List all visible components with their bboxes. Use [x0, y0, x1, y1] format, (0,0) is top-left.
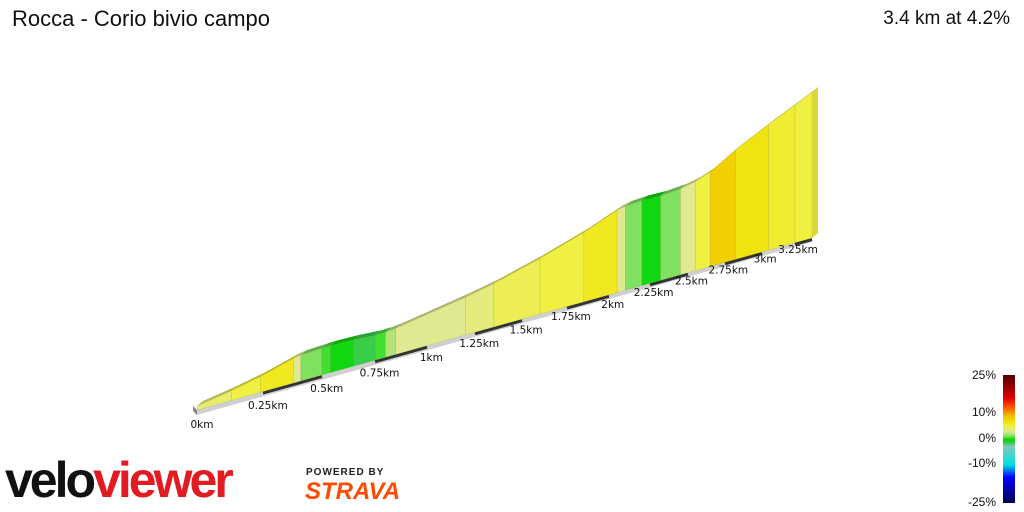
tick-label: 1.25km [459, 338, 499, 350]
legend-label-neg10: -10% [967, 456, 996, 470]
tick-label: 3.25km [778, 244, 818, 256]
base-tick-bar [374, 345, 428, 364]
tick-label: 1.5km [510, 324, 543, 336]
segment-top-face [660, 183, 687, 196]
logo-text-velo: velo [5, 452, 96, 508]
legend-label-min: -25% [967, 495, 996, 509]
segment-top-face [641, 190, 667, 201]
distance-ticks: 0km 0.25km 0.5km 0.75km 1km 1.25km 1.5km 1.75km… [191, 244, 818, 431]
gradient-legend-bar [1003, 375, 1015, 503]
segment-top-face [330, 334, 360, 346]
segment-top-face [197, 385, 238, 406]
chart-title: Rocca - Corio bivio campo [12, 6, 270, 31]
segment-top-face [795, 87, 818, 105]
tick-label: 0.75km [360, 367, 400, 379]
segment-top-face [465, 278, 500, 298]
tick-label: 2.5km [675, 276, 708, 288]
tick-label: 2.25km [634, 287, 674, 299]
tick-label: 0.5km [310, 383, 343, 395]
segment-front-face [374, 331, 386, 361]
segment-top-face [680, 176, 702, 189]
base-tick-bar [794, 238, 813, 246]
segment-front-face [616, 205, 626, 293]
segment-top-face [583, 205, 624, 233]
segment-front-face [465, 283, 495, 336]
profile-end-cap [812, 87, 818, 238]
powered-by-label: POWERED BY [306, 467, 385, 478]
tick-label: 2.75km [708, 265, 748, 277]
segment-front-face [583, 209, 618, 303]
legend-label-10: 10% [971, 405, 996, 419]
segment-top-face [293, 350, 307, 359]
tick-label: 2km [601, 299, 624, 311]
segment-front-face [794, 91, 813, 244]
tick-label: 1.75km [551, 311, 591, 323]
gradient-segments [196, 87, 818, 411]
segment-front-face [293, 354, 302, 384]
segment-top-face [540, 227, 590, 259]
veloviewer-logo[interactable]: veloviewer [5, 452, 234, 508]
segment-top-face [735, 119, 775, 150]
tick-label: 3km [754, 254, 777, 266]
base-tick-bar [474, 319, 523, 336]
base-tick-bar [566, 294, 610, 310]
segment-front-face [735, 123, 769, 260]
segment-front-face [695, 171, 711, 272]
segment-top-face [231, 371, 267, 391]
legend-label-max: 25% [971, 368, 996, 382]
segment-top-face [385, 323, 402, 333]
segment-top-face [322, 340, 337, 349]
base-tick-bar [649, 272, 689, 287]
base-tick-bar [262, 375, 323, 395]
segment-front-face [385, 327, 397, 358]
strava-logo[interactable]: STRAVA [305, 478, 401, 505]
segment-front-face [641, 195, 661, 286]
segment-front-face [625, 200, 643, 291]
segment-top-face [375, 327, 392, 336]
segment-top-face [768, 99, 801, 125]
segment-top-face [300, 343, 328, 356]
segment-front-face [321, 345, 331, 376]
base-tick-bar [724, 252, 763, 266]
base-strip [193, 238, 813, 415]
segment-front-face [660, 188, 681, 281]
segment-top-face [395, 292, 472, 329]
base-strip-end [193, 406, 197, 415]
segment-top-face [353, 330, 381, 340]
climb-summary: 3.4 km at 4.2% [883, 8, 1010, 29]
segment-top-face [695, 166, 717, 182]
segment-front-face [709, 149, 736, 267]
segment-top-face [625, 195, 648, 207]
tick-label: 1km [420, 352, 443, 364]
segment-front-face [680, 180, 696, 276]
tick-label: 0km [191, 419, 214, 431]
logo-text-viewer: viewer [93, 452, 234, 508]
segment-top-face [260, 353, 300, 377]
tick-label: 0.25km [248, 400, 288, 412]
segment-front-face [768, 104, 796, 251]
segment-top-face [617, 201, 632, 211]
legend-label-0: 0% [978, 431, 996, 445]
segment-top-face [493, 253, 546, 284]
